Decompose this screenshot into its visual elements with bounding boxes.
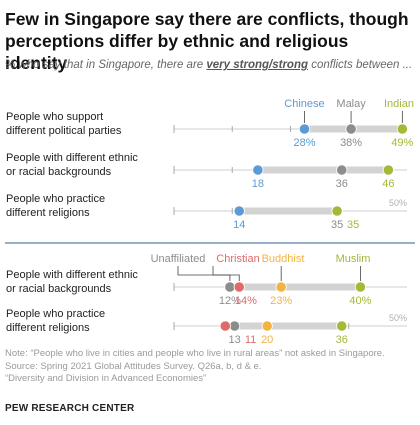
range-bar [225, 322, 342, 330]
chart-title: Few in Singapore say there are conflicts… [5, 9, 409, 73]
value-label-buddhist: 20 [261, 334, 273, 345]
value-label-muslim: 36 [336, 334, 348, 345]
series-label-buddhist: Buddhist [262, 253, 305, 265]
value-label-muslim: 40% [349, 295, 371, 307]
series-label-malay: Malay [336, 98, 366, 110]
dot-malay [345, 123, 357, 135]
dot-christian [219, 320, 231, 332]
value-label-indian: 35 [347, 219, 359, 231]
row-label-line: People who support [6, 111, 103, 123]
row-label: People who support different political pa… [6, 111, 122, 137]
dot-chinese [252, 164, 264, 176]
series-label-christian: Christian [216, 253, 259, 265]
chart-notes: Note: “People who live in cities and peo… [5, 348, 385, 386]
dot-muslim [354, 281, 366, 293]
row-label-line: or racial backgrounds [6, 283, 112, 295]
dot-chinese [233, 205, 245, 217]
range-bar [229, 283, 361, 291]
series-leader [177, 266, 231, 281]
row-label: People with different ethnic or racial ba… [6, 152, 138, 178]
value-label-chinese: 28% [293, 137, 315, 149]
value-label-indian: 49% [391, 137, 413, 149]
value-label-malay: 35 [331, 219, 343, 231]
series-label-chinese: Chinese [284, 98, 324, 110]
value-label-unaffiliated: 12% [219, 295, 241, 307]
report-line: “Diversity and Division in Advanced Econ… [5, 373, 207, 384]
value-label-buddhist: 23% [270, 295, 292, 307]
row-label-line: different religions [6, 322, 90, 334]
subtitle-suffix: conflicts between ... [311, 59, 413, 71]
row-label-line: different political parties [6, 125, 122, 137]
range-bar [239, 207, 338, 215]
row-label-line: People with different ethnic [6, 152, 138, 164]
subtitle-prefix: % who say that in Singapore, there are [5, 59, 204, 71]
row-label-line: People with different ethnic [6, 269, 138, 281]
axis-end-label: 50% [389, 198, 407, 208]
dot-unaffiliated [224, 281, 236, 293]
value-label-chinese: 14 [233, 219, 245, 231]
chart-subtitle: % who say that in Singapore, there are v… [5, 57, 415, 73]
source-org: PEW RESEARCH CENTER [5, 403, 135, 414]
row-label: People who practice different religions [6, 193, 105, 219]
series-leader [212, 266, 240, 281]
row-label-line: different religions [6, 207, 90, 219]
dot-muslim [336, 320, 348, 332]
value-label-malay: 36 [336, 178, 348, 190]
series-label-muslim: Muslim [336, 253, 371, 265]
source-line: Source: Spring 2021 Global Attitudes Sur… [5, 360, 262, 372]
dot-indian [331, 205, 343, 217]
series-label-indian: Indian [384, 98, 414, 110]
dot-indian [382, 164, 394, 176]
dot-malay [336, 164, 348, 176]
axis-end-label: 50% [389, 313, 407, 323]
value-label-unaffiliated: 13 [228, 334, 240, 345]
row-label-line: or racial backgrounds [6, 166, 112, 178]
range-bar [257, 166, 389, 174]
value-label-chinese: 18 [252, 178, 264, 190]
value-label-christian: 14% [235, 295, 257, 307]
dot-christian [233, 281, 245, 293]
dot-chinese [298, 123, 311, 135]
dot-plot-chart: People who support different political pa… [5, 98, 415, 345]
value-label-christian: 11 [245, 334, 256, 345]
value-label-indian: 46 [382, 178, 394, 190]
note-line: Note: “People who live in cities and peo… [5, 348, 385, 359]
row-label-line: People who practice [6, 193, 105, 205]
dot-buddhist [275, 281, 287, 293]
row-label: People who practice different religions [6, 308, 105, 334]
dot-buddhist [261, 320, 273, 332]
dot-indian [396, 123, 408, 135]
value-label-malay: 38% [340, 137, 362, 149]
subtitle-emphasis: very strong/strong [206, 59, 308, 71]
dot-unaffiliated [228, 320, 241, 332]
series-label-unaffiliated: Unaffiliated [151, 253, 206, 265]
row-label-line: People who practice [6, 308, 105, 320]
row-label: People with different ethnic or racial ba… [6, 269, 138, 295]
